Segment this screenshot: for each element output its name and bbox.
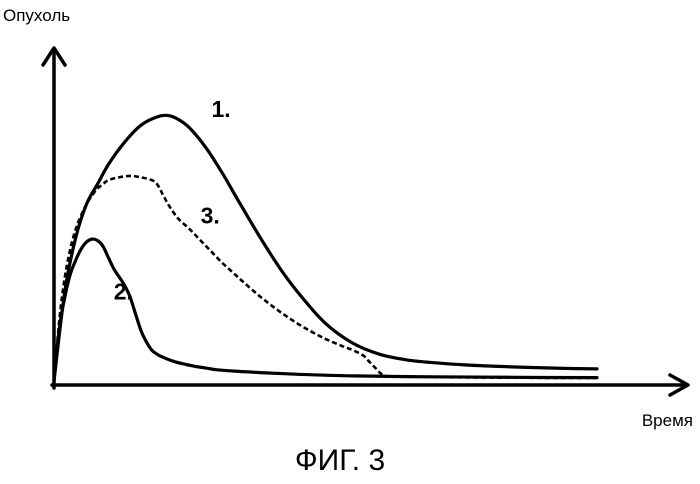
curve-label-2: 2.: [114, 279, 133, 305]
curve-label-1: 1.: [212, 96, 231, 122]
series-line-3: [54, 176, 597, 381]
x-axis-title: Время: [642, 411, 693, 430]
label-layer: 1. 2. 3.: [114, 96, 231, 305]
series-line-2: [54, 239, 597, 381]
series-layer: [54, 115, 597, 381]
series-line-1: [54, 115, 597, 381]
axes: [43, 48, 688, 395]
y-axis-title: Опухоль: [3, 6, 70, 25]
curve-label-3: 3.: [201, 203, 220, 229]
figure-caption: ФИГ. 3: [295, 444, 385, 477]
